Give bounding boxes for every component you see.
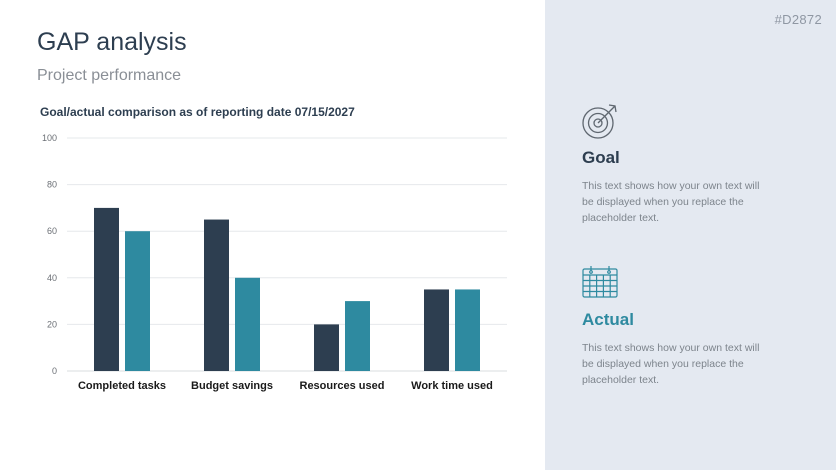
category-label: Completed tasks — [78, 380, 166, 392]
bar-goal-3 — [424, 289, 449, 371]
calendar-icon — [582, 266, 618, 298]
actual-text: This text shows how your own text will b… — [582, 342, 760, 386]
goal-text: This text shows how your own text will b… — [582, 180, 760, 224]
bar-goal-1 — [204, 219, 229, 371]
y-tick-label: 100 — [42, 133, 57, 143]
bar-actual-3 — [455, 289, 480, 371]
category-label: Budget savings — [191, 380, 273, 392]
side-panel: #D2872 Goal This text shows how your own… — [545, 0, 836, 470]
y-tick-label: 0 — [52, 366, 57, 376]
slide-title: GAP analysis — [37, 28, 187, 56]
bar-chart: 0 20 40 60 80 100 Completed tasks Budget saving… — [42, 133, 507, 392]
y-tick-label: 40 — [47, 273, 57, 283]
bar-actual-2 — [345, 301, 370, 371]
category-label: Work time used — [411, 380, 493, 392]
slide-code: #D2872 — [774, 12, 822, 27]
y-tick-label: 20 — [47, 319, 57, 329]
slide-subtitle: Project performance — [37, 67, 182, 84]
target-icon — [582, 104, 617, 139]
bar-goal-0 — [94, 207, 119, 371]
category-label: Resources used — [300, 380, 385, 392]
bar-actual-0 — [125, 231, 150, 371]
bar-goal-2 — [314, 324, 339, 371]
actual-title: Actual — [582, 310, 634, 329]
bar-actual-1 — [235, 277, 260, 371]
goal-title: Goal — [582, 148, 620, 167]
y-tick-label: 60 — [47, 226, 57, 236]
chart-title: Goal/actual comparison as of reporting d… — [40, 105, 355, 119]
y-tick-label: 80 — [47, 180, 57, 190]
